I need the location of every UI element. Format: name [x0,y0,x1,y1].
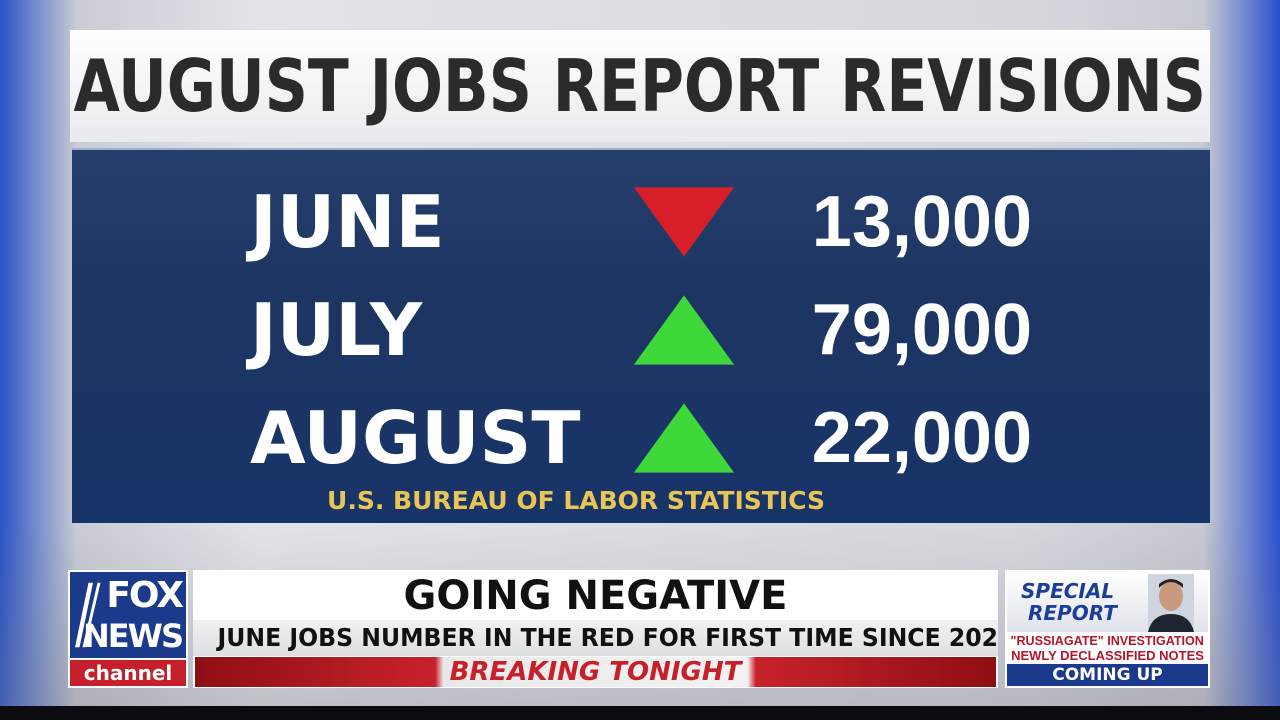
promo-line-1: "RUSSIAGATE" INVESTIGATION [1010,633,1205,648]
logo-news: NEWS [83,617,184,655]
arrow-shape [633,295,735,365]
logo-channel: channel [70,660,186,686]
month-label: JUNE [250,180,445,264]
up-arrow-icon [633,295,735,365]
breaking-label: BREAKING TONIGHT [449,657,742,687]
fox-news-logo: FOX NEWS channel [68,570,188,688]
promo-line-2-box: NEWLY DECLASSIFIED NOTES [1007,648,1208,663]
special-report-promo: SPECIAL REPORT "RUSSIAGATE" INVESTIGATIO… [1005,570,1210,688]
person-photo [1148,574,1194,632]
up-arrow-icon [633,403,735,473]
logo-fox: FOX [106,575,184,616]
show-logo: SPECIAL REPORT [1021,580,1141,624]
month-label: JULY [250,288,423,372]
revision-value: 13,000 [811,182,1032,262]
screen-edge [0,706,1280,720]
graphic-title: AUGUST JOBS REPORT REVISIONS [73,44,1207,128]
down-arrow-icon [633,187,735,257]
promo-line-1-box: "RUSSIAGATE" INVESTIGATION [1007,633,1208,648]
title-box: AUGUST JOBS REPORT REVISIONS [70,30,1210,142]
show-logo-line-1: SPECIAL [1021,579,1115,603]
subline-bar: JUNE JOBS NUMBER IN THE RED FOR FIRST TI… [193,620,998,656]
searchlight-icon [75,582,101,648]
revision-value: 79,000 [811,290,1032,370]
source-label: U.S. BUREAU OF LABOR STATISTICS [327,486,825,515]
month-label: AUGUST [250,396,581,480]
headline: GOING NEGATIVE [403,573,788,619]
show-logo-line-2: REPORT [1027,601,1117,625]
revision-row-august: AUGUST 22,000 [72,386,1210,486]
lower-third: GOING NEGATIVE JUNE JOBS NUMBER IN THE R… [193,570,998,688]
promo-line-2: NEWLY DECLASSIFIED NOTES [1011,648,1204,663]
coming-up-label: COMING UP [1007,664,1208,686]
revision-value: 22,000 [811,398,1032,478]
revision-row-june: JUNE 13,000 [72,170,1210,270]
subline: JUNE JOBS NUMBER IN THE RED FOR FIRST TI… [217,623,998,652]
arrow-shape [633,403,735,473]
breaking-banner: BREAKING TONIGHT [195,657,996,687]
revisions-panel: JUNE 13,000 JULY 79,000 AUGUST 22,000 U.… [72,148,1210,523]
arrow-shape [633,187,735,257]
revision-row-july: JULY 79,000 [72,278,1210,378]
